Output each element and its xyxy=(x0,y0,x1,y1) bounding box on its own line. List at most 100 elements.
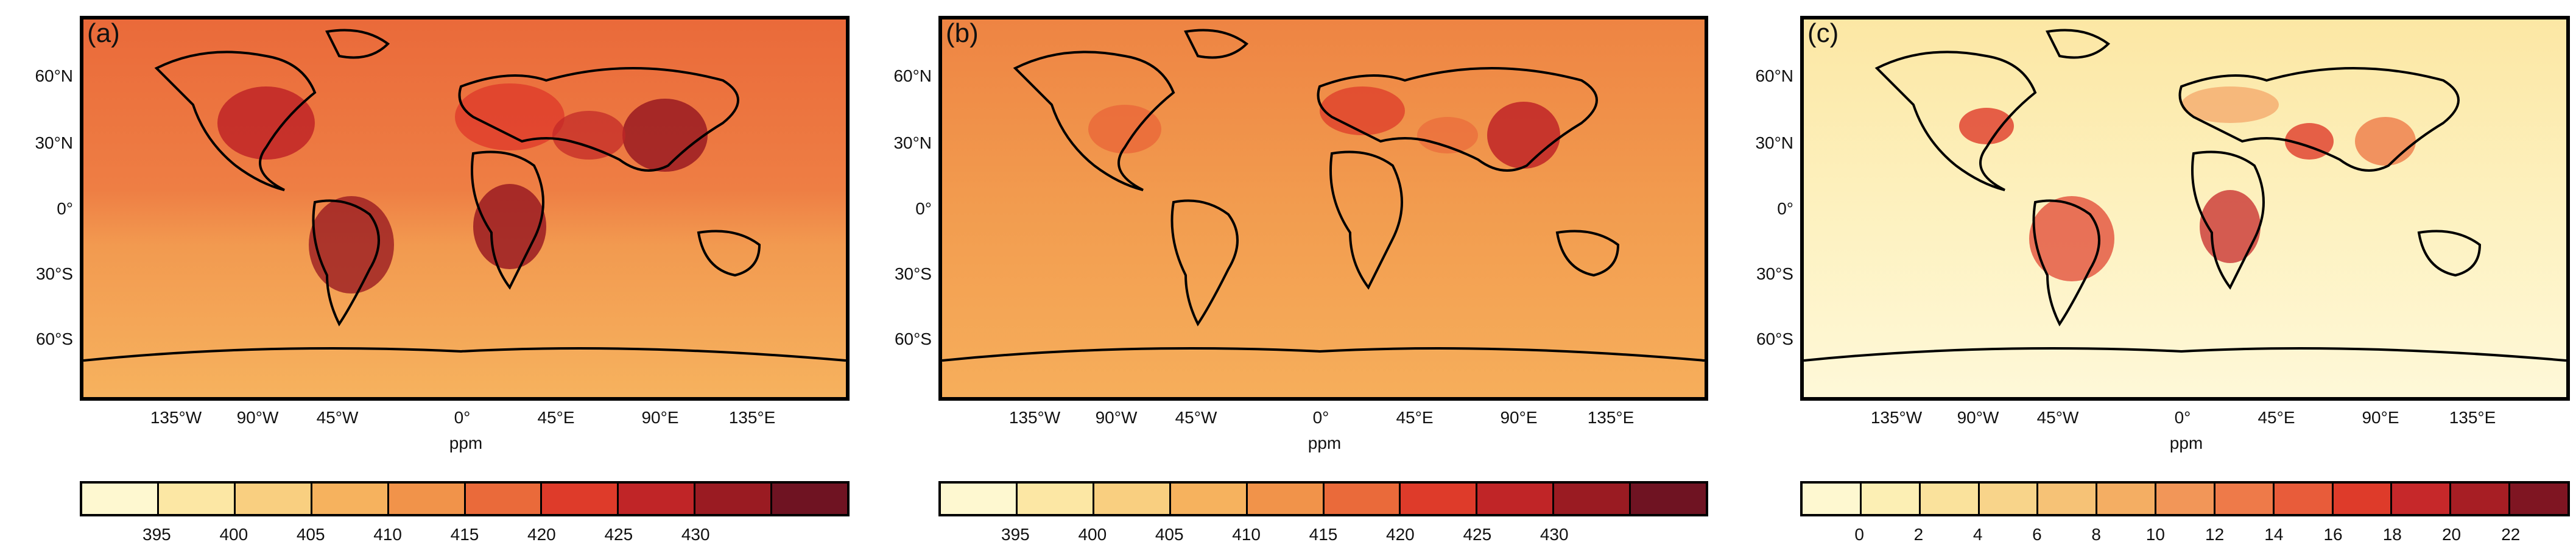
map-b-svg xyxy=(942,19,1705,397)
map-a-ocean xyxy=(83,19,846,397)
lat-tick: 0° xyxy=(1777,199,1793,218)
colorbar-label: 18 xyxy=(2382,525,2402,544)
lon-tick: 45°W xyxy=(316,408,359,427)
map-a xyxy=(80,16,850,401)
map-b xyxy=(938,16,1708,401)
colorbar-swatch xyxy=(2156,484,2215,514)
colorbar-swatch xyxy=(158,484,236,514)
panel-label: (a) xyxy=(87,18,120,48)
colorbar-label: 405 xyxy=(1155,525,1184,544)
colorbar-swatch xyxy=(695,484,773,514)
panel-label: (b) xyxy=(946,18,979,48)
lon-tick: 90°E xyxy=(1500,408,1538,427)
colorbar-swatch xyxy=(2097,484,2157,514)
lat-tick: 60°S xyxy=(894,329,932,348)
colorbar-label: 425 xyxy=(1463,525,1492,544)
colorbar-label: 430 xyxy=(681,525,710,544)
colorbar-swatch xyxy=(1170,484,1248,514)
axis-unit: ppm xyxy=(2169,434,2203,452)
colorbar-label: 4 xyxy=(1972,525,1983,544)
lat-tick: 30°N xyxy=(35,133,73,152)
colorbar-swatch xyxy=(1631,484,1706,514)
lon-tick: 45°W xyxy=(2036,408,2079,427)
map-c-svg xyxy=(1804,19,2566,397)
colorbar xyxy=(80,481,850,516)
colorbar-swatch xyxy=(1324,484,1401,514)
map-c xyxy=(1800,16,2570,401)
colorbar-swatch xyxy=(389,484,466,514)
colorbar-swatch xyxy=(2451,484,2511,514)
colorbar-label: 425 xyxy=(604,525,633,544)
lat-tick: 30°S xyxy=(1756,264,1793,283)
panel-label: (c) xyxy=(1807,18,1839,48)
lon-tick: 45°E xyxy=(537,408,575,427)
colorbar-swatch xyxy=(542,484,619,514)
lon-tick: 135°W xyxy=(1870,408,1923,427)
colorbar-label: 420 xyxy=(527,525,556,544)
lon-tick: 135°E xyxy=(728,408,776,427)
colorbar-label: 16 xyxy=(2323,525,2343,544)
lat-tick: 60°S xyxy=(1756,329,1793,348)
colorbar-swatch xyxy=(1017,484,1094,514)
colorbar-swatch xyxy=(2392,484,2452,514)
colorbar-swatch xyxy=(2215,484,2275,514)
lat-tick: 0° xyxy=(915,199,932,218)
lon-tick: 0° xyxy=(2174,408,2191,427)
lon-tick: 0° xyxy=(454,408,471,427)
colorbar-label: 405 xyxy=(296,525,325,544)
colorbar-swatch xyxy=(2333,484,2393,514)
colorbar-label: 400 xyxy=(219,525,248,544)
colorbar-label: 395 xyxy=(1001,525,1030,544)
colorbar-label: 0 xyxy=(1854,525,1864,544)
lon-tick: 45°E xyxy=(2258,408,2295,427)
lat-tick: 60°N xyxy=(35,66,73,85)
colorbar-label: 395 xyxy=(143,525,171,544)
map-a-svg xyxy=(83,19,846,397)
axis-unit: ppm xyxy=(1307,434,1342,452)
colorbar-swatch xyxy=(1247,484,1325,514)
lon-tick: 135°W xyxy=(150,408,202,427)
map-b-ocean xyxy=(942,19,1705,397)
lat-tick: 60°N xyxy=(893,66,932,85)
colorbar-label: 22 xyxy=(2501,525,2521,544)
panel-b: (b) 60°N 30°N 0° 30°S 60°S 135°W 90°W 45… xyxy=(859,0,1711,556)
colorbar-swatch xyxy=(1979,484,2039,514)
lon-tick: 135°E xyxy=(2449,408,2496,427)
colorbar-swatch xyxy=(1803,484,1862,514)
colorbar-label: 8 xyxy=(2091,525,2101,544)
lon-tick: 90°W xyxy=(1957,408,1999,427)
lon-tick: 90°W xyxy=(236,408,279,427)
colorbar-swatch xyxy=(312,484,389,514)
colorbar xyxy=(938,481,1708,516)
colorbar-label: 420 xyxy=(1386,525,1415,544)
lat-tick: 30°N xyxy=(1755,133,1793,152)
map-c-ocean xyxy=(1804,19,2566,397)
colorbar-swatch xyxy=(2510,484,2567,514)
lat-tick: 30°S xyxy=(894,264,932,283)
lat-tick: 60°N xyxy=(1755,66,1793,85)
colorbar-label: 430 xyxy=(1540,525,1569,544)
colorbar-swatch xyxy=(1861,484,1921,514)
colorbar-swatch xyxy=(772,484,848,514)
colorbar-swatch xyxy=(941,484,1018,514)
colorbar-swatch xyxy=(82,484,159,514)
colorbar-label: 10 xyxy=(2145,525,2165,544)
colorbar-label: 6 xyxy=(2032,525,2042,544)
colorbar-swatch xyxy=(465,484,543,514)
panel-a: (a) 60°N 30°N 0° 30°S 60°S 135°W 90°W 45… xyxy=(0,0,853,556)
colorbar-swatch xyxy=(619,484,696,514)
lon-tick: 90°W xyxy=(1095,408,1138,427)
colorbar-label: 20 xyxy=(2441,525,2462,544)
colorbar-label: 415 xyxy=(1309,525,1338,544)
lon-tick: 135°W xyxy=(1008,408,1061,427)
colorbar-label: 2 xyxy=(1913,525,1924,544)
colorbar-swatch xyxy=(1920,484,1980,514)
panel-c: (c) 60°N 30°N 0° 30°S 60°S 135°W 90°W 45… xyxy=(1720,0,2573,556)
colorbar-swatch xyxy=(1401,484,1478,514)
colorbar-label: 410 xyxy=(373,525,402,544)
lat-tick: 0° xyxy=(57,199,73,218)
colorbar-label: 410 xyxy=(1232,525,1261,544)
lon-tick: 90°E xyxy=(641,408,679,427)
lat-tick: 30°N xyxy=(893,133,932,152)
colorbar-swatch xyxy=(235,484,312,514)
